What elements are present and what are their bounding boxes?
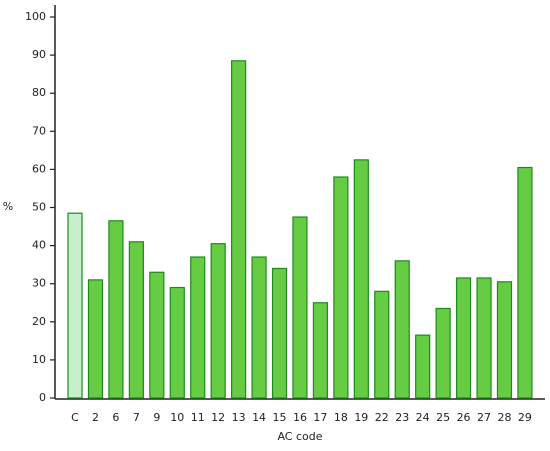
y-tick-label: 50 [32,201,46,214]
y-tick-label: 90 [32,48,46,61]
x-tick-label: 13 [232,411,246,424]
bar [496,281,513,399]
x-tick-label: 26 [457,411,471,424]
y-tick-label: 0 [39,391,46,404]
x-tick-label: 24 [416,411,430,424]
bar [374,290,390,399]
y-tick-label: 10 [32,353,46,366]
x-tick-label: 19 [354,411,368,424]
bar [87,279,104,399]
bar [455,277,472,399]
x-tick-label: 25 [436,411,450,424]
bar [210,243,226,399]
bar [251,256,267,399]
x-tick-label: C [71,411,79,424]
bar [271,267,288,399]
x-tick-label: 6 [112,411,119,424]
x-tick-label: 28 [497,411,511,424]
x-tick-label: 18 [334,411,348,424]
y-tick-label: 100 [25,10,46,23]
x-tick-label: 27 [477,411,491,424]
bar [394,260,410,399]
x-tick-label: 12 [211,411,225,424]
x-tick-label: 29 [518,411,532,424]
y-tick-label: 30 [32,277,46,290]
y-axis-label: % [3,200,13,213]
x-tick-label: 9 [153,411,160,424]
y-tick-label: 60 [32,162,46,175]
x-tick-label: 17 [313,411,327,424]
x-tick-label: 15 [273,411,287,424]
bar [517,166,533,399]
bar [108,220,124,399]
x-tick-label: 23 [395,411,409,424]
x-tick-label: 7 [133,411,140,424]
bar [292,216,308,399]
bar [312,302,329,399]
bar [353,159,369,399]
bar [169,286,185,399]
y-tick-label: 70 [32,124,46,137]
y-tick-label: 20 [32,315,46,328]
x-tick-label: 2 [92,411,99,424]
bar [190,256,206,399]
x-tick-label: 16 [293,411,307,424]
bar [476,277,492,399]
y-tick-label: 40 [32,239,46,252]
bar [231,60,247,399]
bar [149,271,165,399]
x-tick-label: 22 [375,411,389,424]
x-axis-label: AC code [277,430,322,443]
x-tick-label: 14 [252,411,266,424]
bar [67,212,83,399]
y-tick-label: 80 [32,86,46,99]
bar [128,241,144,399]
bar [333,176,349,399]
x-tick-label: 11 [191,411,205,424]
bar [415,334,431,399]
x-tick-label: 10 [170,411,184,424]
bar [435,307,451,399]
